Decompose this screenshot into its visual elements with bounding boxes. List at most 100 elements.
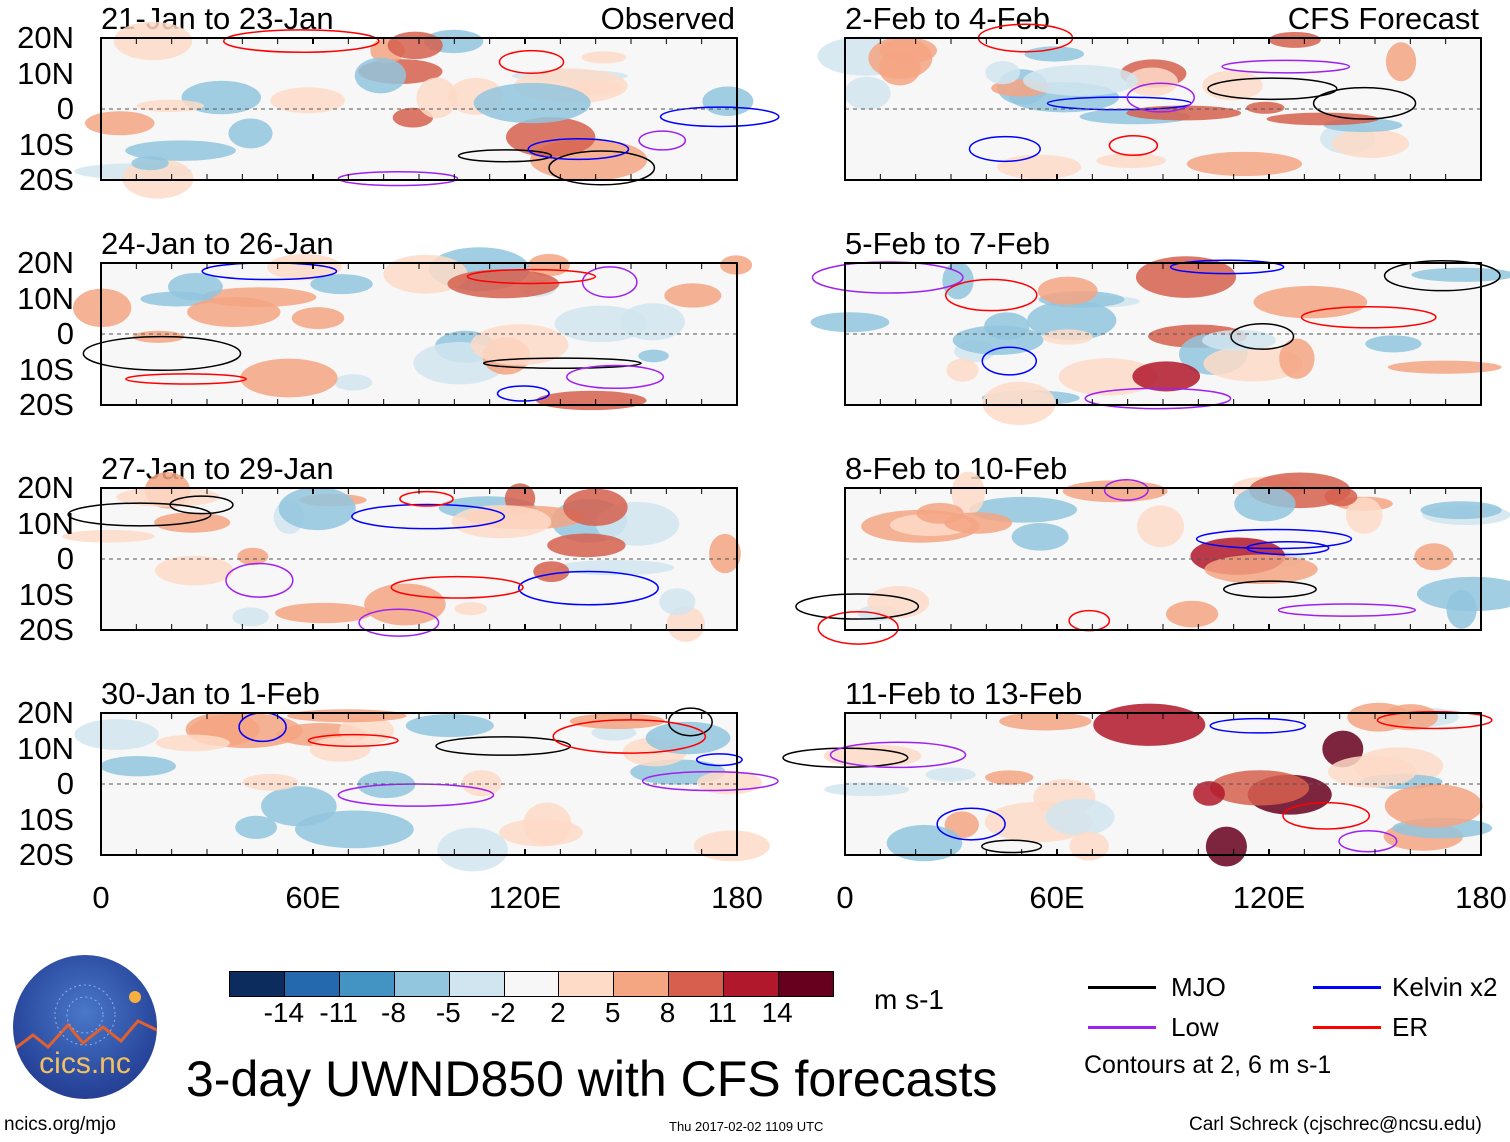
wind-anomaly-blob [946,358,979,382]
wind-anomaly-blob [267,254,342,281]
y-tick-label: 10N [17,730,74,766]
panel-title: 30-Jan to 1-Feb [101,676,320,711]
y-tick-label: 10S [18,801,74,837]
wind-anomaly-blob [1204,554,1318,584]
wind-anomaly-blob [1023,64,1139,96]
contour-er [390,575,524,599]
main-title: 3-day UWND850 with CFS forecasts [186,1051,998,1107]
wind-anomaly-blob [1209,770,1310,806]
wind-anomaly-blob [270,87,345,114]
contour-er [1282,801,1371,830]
logo-mountains-icon [13,984,157,1052]
legend-low-line [1088,1026,1156,1029]
y-tick-label: 20S [18,612,74,647]
wind-anomaly-blob [155,734,230,752]
wind-anomaly-blob [405,714,494,738]
colorbar-label: -8 [381,997,406,1028]
contour-mjo [457,149,553,163]
contour-er [1108,134,1159,157]
wind-anomaly-blob [547,533,626,558]
wind-anomaly-blob [454,602,488,616]
wind-anomaly-blob [942,261,974,300]
y-tick-label: 10S [18,351,74,387]
contour-er [399,490,454,507]
cics-logo: cics.nc [13,955,157,1099]
contour-mjo [1383,259,1501,292]
wind-anomaly-blob [620,303,685,341]
footer-url[interactable]: ncics.org/mjo [4,1114,116,1135]
wind-anomaly-blob [1324,487,1358,507]
wind-anomaly-blob [952,325,1044,355]
contour-low [641,771,779,792]
wind-anomaly-blob [702,86,754,117]
wind-anomaly-blob [1135,256,1237,298]
legend-er-label: ER [1392,1012,1429,1042]
contour-mjo [1222,580,1317,599]
wind-anomaly-blob [1011,523,1069,551]
contour-mjo [482,357,642,370]
wind-anomaly-blob [1246,101,1285,114]
wind-anomaly-blob [155,555,234,586]
colorbar-swatch [558,972,614,996]
colorbar-label: -5 [435,997,461,1028]
contour-kelvin [1246,540,1330,556]
wind-anomaly-blob [1345,497,1383,534]
contour-low [581,266,638,298]
wind-anomaly-blob [1202,70,1263,101]
panel-tag: Observed [600,1,735,36]
contour-low [1126,82,1195,113]
wind-anomaly-blob [1058,358,1158,396]
x-tick-label: 0 [836,880,854,915]
wind-anomaly-blob [951,471,985,516]
contour-kelvin [968,135,1041,163]
colorbar-label: 8 [659,997,676,1028]
wind-anomaly-blob [416,77,458,119]
colorbar-label: -2 [490,997,516,1028]
contour-kelvin [351,503,506,530]
contour-low [1084,387,1232,410]
wind-anomaly-blob [916,502,964,524]
contour-low [225,562,294,598]
contour-mjo [1230,322,1295,350]
wind-anomaly-blob [1037,276,1098,306]
contour-low [1103,479,1149,501]
wind-anomaly-blob [339,716,394,745]
wind-anomaly-blob [1385,42,1417,82]
contour-er [944,278,1038,312]
wind-anomaly-blob [168,272,223,301]
colorbar-units: m s-1 [874,984,944,1015]
wind-anomaly-blob [1203,345,1303,382]
x-tick-label: 120E [1232,880,1306,915]
contour-kelvin [1169,259,1285,275]
contour-kelvin [695,753,743,767]
colorbar-label: -11 [319,997,358,1028]
contour-mjo [82,335,242,371]
wind-anomaly-blob [1328,755,1417,788]
colorbar [229,971,834,997]
wind-anomaly-blob [1279,338,1315,379]
wind-anomaly-blob [569,713,665,730]
contour-kelvin [517,570,659,606]
y-tick-label: 20N [17,20,74,55]
panel-title: 5-Feb to 7-Feb [845,226,1051,261]
contour-mjo [1207,77,1338,101]
wind-anomaly-blob [187,297,281,327]
contour-er [222,29,380,53]
contour-mjo [795,593,920,620]
legend-low-label: Low [1171,1012,1219,1042]
colorbar-swatch [668,972,724,996]
panel-title: 27-Jan to 29-Jan [101,451,334,486]
x-tick-label: 60E [1029,880,1085,915]
wind-anomaly-blob [447,269,560,299]
wind-anomaly-blob [383,254,468,294]
contour-low [1338,829,1398,853]
contour-er [552,719,707,754]
contour-er [125,373,247,385]
wind-anomaly-blob [1331,129,1410,158]
wind-anomaly-blob [1096,153,1167,169]
map-panel [795,471,1510,645]
wind-anomaly-blob [925,767,976,782]
wind-anomaly-blob [1137,505,1184,548]
map-panel [62,471,741,642]
colorbar-swatch [230,972,284,996]
